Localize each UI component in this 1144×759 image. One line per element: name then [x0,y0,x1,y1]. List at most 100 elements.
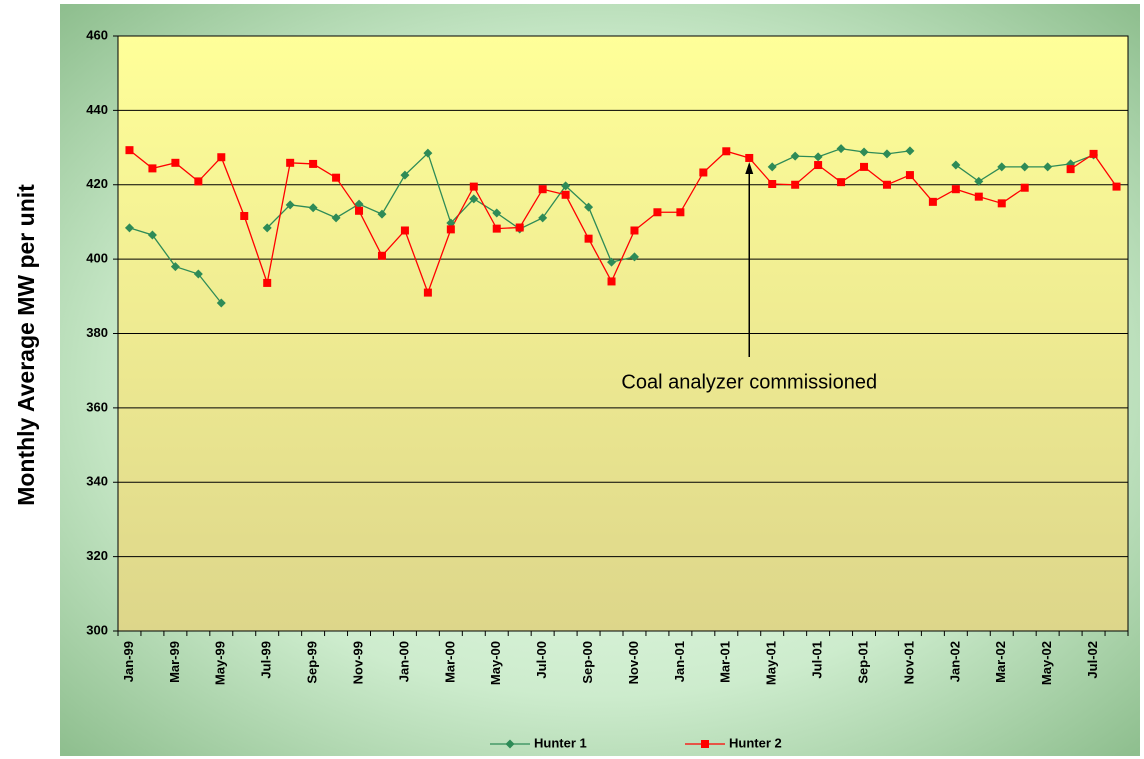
x-tick-label: Jul-00 [534,641,549,679]
data-point [1020,162,1030,172]
data-point [308,203,318,213]
data-point [905,146,915,156]
data-point [676,208,685,217]
x-tick-label: Nov-00 [626,641,641,684]
y-tick-label: 420 [86,176,108,191]
y-tick-label: 360 [86,399,108,414]
annotation: Coal analyzer commissioned [621,371,877,393]
data-point [790,151,800,161]
data-point [377,251,386,260]
data-point [148,164,157,173]
data-point [630,226,639,235]
data-point [768,180,777,189]
data-point [262,223,272,233]
x-tick-label: Jan-99 [121,641,136,682]
data-point [1043,162,1053,172]
x-tick-label: Mar-00 [442,641,457,683]
data-point [124,223,134,233]
data-point [561,181,571,191]
data-point [217,153,226,162]
data-point [653,208,662,217]
data-point [193,269,203,279]
data-point [859,147,869,157]
x-tick-label: May-99 [213,641,228,685]
x-tick-label: Mar-99 [167,641,182,683]
data-point [286,158,295,167]
data-point [1089,149,1098,158]
data-point [607,277,616,286]
legend-marker [701,740,709,748]
data-point [309,159,318,168]
x-tick-label: Jul-99 [259,641,274,679]
x-tick-label: Sep-99 [305,641,320,684]
y-tick-label: 300 [86,622,108,637]
x-tick-label: Jul-02 [1085,641,1100,679]
data-point [561,190,570,199]
data-point [699,168,708,177]
data-point [240,211,249,220]
data-point [285,200,295,210]
x-tick-label: May-02 [1039,641,1054,685]
x-tick-label: May-00 [488,641,503,685]
data-point [1020,183,1029,192]
x-tick-label: Jan-02 [947,641,962,682]
data-point [171,158,180,167]
data-point [882,180,891,189]
x-tick-label: Jan-01 [672,641,687,682]
data-point [974,176,984,186]
data-point [836,144,846,154]
data-point [332,173,341,182]
data-point [147,230,157,240]
x-tick-label: Nov-01 [901,641,916,684]
data-point [446,218,456,228]
data-point [745,153,754,162]
data-point [1066,165,1075,174]
data-point [400,226,409,235]
data-point [515,223,524,232]
data-point [446,225,455,234]
data-point [997,199,1006,208]
data-point [584,234,593,243]
data-point [1112,182,1121,191]
data-point [882,149,892,159]
y-tick-label: 440 [86,102,108,117]
y-tick-label: 400 [86,251,108,266]
data-point [814,161,823,170]
data-point [860,162,869,171]
data-point [492,208,502,218]
y-axis-title: Monthly Average MW per unit [13,184,39,506]
legend-marker [505,739,515,749]
data-point [423,148,433,158]
data-point [767,162,777,172]
y-tick-label: 380 [86,325,108,340]
annotation-arrowhead [745,162,754,174]
data-point [951,185,960,194]
x-tick-label: Sep-01 [855,641,870,684]
data-point [263,278,272,287]
data-point [813,152,823,162]
data-point [216,298,226,308]
data-point [377,209,387,219]
x-tick-label: Jan-00 [396,641,411,682]
data-point [331,213,341,223]
legend-label: Hunter 1 [534,735,587,750]
y-tick-label: 320 [86,548,108,563]
data-point [469,182,478,191]
data-point [170,262,180,272]
x-tick-label: Sep-00 [580,641,595,684]
data-point [629,252,639,262]
x-tick-label: Jul-01 [810,641,825,679]
data-point [355,206,364,215]
y-tick-label: 340 [86,474,108,489]
data-point [837,178,846,187]
data-point [607,257,617,267]
x-tick-label: Mar-01 [718,641,733,683]
data-point [928,197,937,206]
data-point [354,199,364,209]
data-point [974,192,983,201]
data-point [125,146,134,155]
y-tick-label: 460 [86,27,108,42]
data-point [538,185,547,194]
